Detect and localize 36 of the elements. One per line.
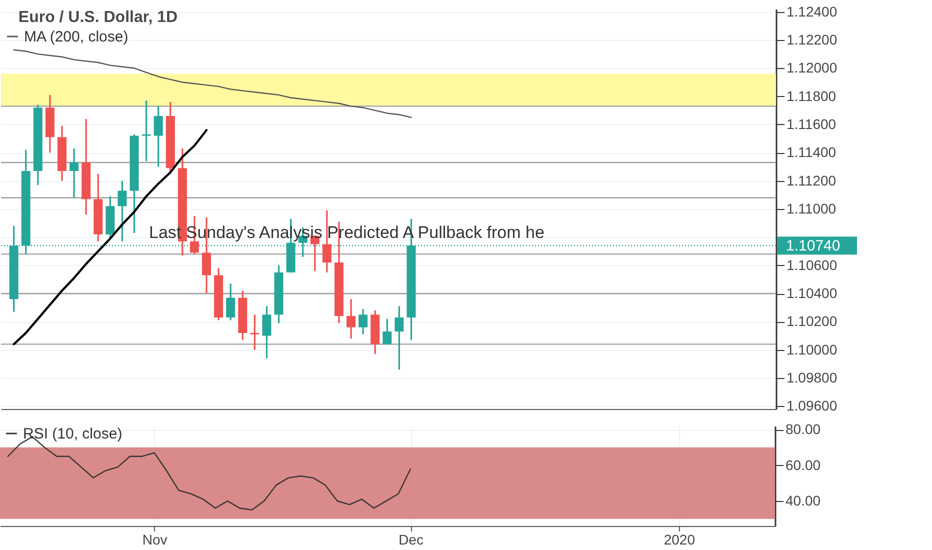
- candlestick: [346, 298, 356, 340]
- y-tick-label: 1.10200: [786, 313, 838, 330]
- y-tick-label: 1.10600: [786, 256, 838, 273]
- line-series: [13, 49, 412, 118]
- chart-title: Euro / U.S. Dollar, 1D: [18, 8, 178, 26]
- y-tick-label: 1.09800: [786, 370, 838, 386]
- y-tick-label: 1.11400: [786, 144, 836, 160]
- candlestick: [70, 148, 79, 199]
- candlestick: [142, 100, 151, 162]
- candlestick: [358, 308, 368, 336]
- y-tick-label: 1.12000: [786, 60, 838, 76]
- candlestick: [250, 314, 260, 351]
- y-tick-label: 1.12200: [786, 31, 838, 48]
- y-tick-label: 80.00: [786, 421, 821, 438]
- x-tick-label: 2020: [664, 532, 696, 548]
- candlestick: [154, 105, 163, 168]
- legend-label: MA (200, close): [24, 28, 128, 46]
- y-tick-label: 1.10000: [786, 341, 838, 358]
- y-tick-label: 1.11000: [786, 200, 836, 216]
- y-tick-label: 1.12400: [786, 3, 838, 20]
- candlestick: [394, 305, 404, 370]
- y-tick-label: 60.00: [786, 456, 821, 473]
- candlestick: [382, 318, 392, 346]
- x-tick-label: Nov: [142, 532, 168, 548]
- y-tick-label: 1.11800: [786, 88, 836, 104]
- y-tick-label: 1.11200: [786, 172, 836, 188]
- candlestick: [262, 305, 272, 360]
- y-tick-label: 1.11600: [786, 116, 836, 132]
- candlestick: [226, 282, 236, 322]
- y-tick-label: 1.10400: [786, 285, 838, 302]
- y-tick-label: 1.09600: [786, 398, 838, 414]
- candlestick: [118, 180, 127, 242]
- legend-label: RSI (10, close): [23, 426, 122, 442]
- ref-line-label: 1.10740: [786, 238, 840, 255]
- y-tick-label: 40.00: [786, 492, 821, 508]
- x-tick-label: Dec: [398, 532, 424, 548]
